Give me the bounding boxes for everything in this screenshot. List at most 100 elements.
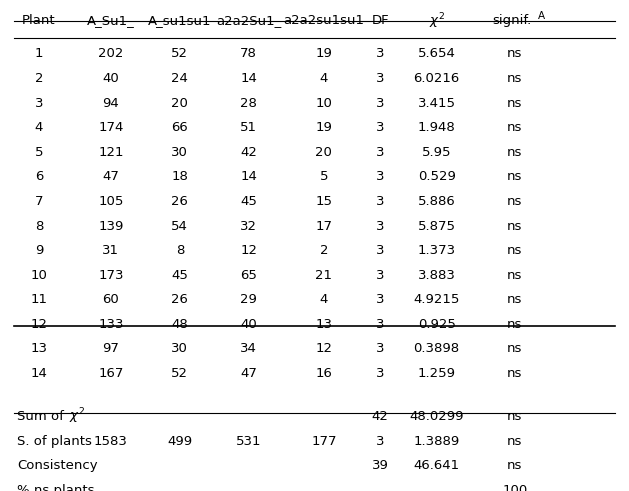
Text: 3: 3 [376, 146, 384, 159]
Text: 105: 105 [98, 195, 124, 208]
Text: 3: 3 [376, 318, 384, 331]
Text: 9: 9 [35, 244, 43, 257]
Text: 173: 173 [98, 269, 124, 282]
Text: ns: ns [507, 72, 523, 85]
Text: 15: 15 [315, 195, 332, 208]
Text: 6: 6 [35, 170, 43, 183]
Text: 3.415: 3.415 [418, 97, 455, 109]
Text: ns: ns [507, 459, 523, 472]
Text: 19: 19 [316, 121, 332, 134]
Text: 0.925: 0.925 [418, 318, 455, 331]
Text: 45: 45 [172, 269, 188, 282]
Text: 26: 26 [172, 293, 188, 306]
Text: 4: 4 [320, 293, 328, 306]
Text: 4.9215: 4.9215 [413, 293, 460, 306]
Text: 1.948: 1.948 [418, 121, 455, 134]
Text: 42: 42 [372, 410, 389, 423]
Text: 1: 1 [35, 48, 43, 60]
Text: ns: ns [507, 410, 523, 423]
Text: 47: 47 [103, 170, 120, 183]
Text: 100: 100 [503, 484, 528, 491]
Text: 19: 19 [316, 48, 332, 60]
Text: 5: 5 [35, 146, 43, 159]
Text: Sum of: Sum of [17, 410, 68, 423]
Text: 18: 18 [172, 170, 188, 183]
Text: 499: 499 [167, 435, 192, 448]
Text: 3: 3 [376, 97, 384, 109]
Text: 3: 3 [376, 48, 384, 60]
Text: 1583: 1583 [94, 435, 128, 448]
Text: ns: ns [507, 318, 523, 331]
Text: A_su1su1: A_su1su1 [148, 14, 211, 27]
Text: 3: 3 [376, 170, 384, 183]
Text: $\chi^2$: $\chi^2$ [428, 11, 445, 30]
Text: 10: 10 [316, 97, 332, 109]
Text: 94: 94 [103, 97, 120, 109]
Text: 1.259: 1.259 [418, 367, 455, 380]
Text: 14: 14 [31, 367, 47, 380]
Text: 3: 3 [376, 342, 384, 355]
Text: 13: 13 [30, 342, 47, 355]
Text: 3: 3 [376, 293, 384, 306]
Text: 42: 42 [240, 146, 257, 159]
Text: Plant: Plant [22, 14, 56, 27]
Text: 48: 48 [172, 318, 188, 331]
Text: ns: ns [507, 170, 523, 183]
Text: 1.3889: 1.3889 [413, 435, 460, 448]
Text: ns: ns [507, 342, 523, 355]
Text: 3: 3 [376, 219, 384, 233]
Text: 3: 3 [376, 244, 384, 257]
Text: ns: ns [507, 146, 523, 159]
Text: 12: 12 [240, 244, 257, 257]
Text: 66: 66 [172, 121, 188, 134]
Text: 3: 3 [35, 97, 43, 109]
Text: ns: ns [507, 435, 523, 448]
Text: a2a2Su1_: a2a2Su1_ [216, 14, 281, 27]
Text: 121: 121 [98, 146, 124, 159]
Text: ns: ns [507, 219, 523, 233]
Text: ns: ns [507, 367, 523, 380]
Text: 0.3898: 0.3898 [413, 342, 460, 355]
Text: 4: 4 [320, 72, 328, 85]
Text: 52: 52 [171, 367, 188, 380]
Text: 54: 54 [172, 219, 188, 233]
Text: 48.0299: 48.0299 [409, 410, 464, 423]
Text: ns: ns [507, 244, 523, 257]
Text: 30: 30 [172, 146, 188, 159]
Text: 8: 8 [35, 219, 43, 233]
Text: 3: 3 [376, 195, 384, 208]
Text: 40: 40 [103, 72, 120, 85]
Text: 531: 531 [236, 435, 262, 448]
Text: 40: 40 [240, 318, 257, 331]
Text: 0.529: 0.529 [418, 170, 455, 183]
Text: 3: 3 [376, 367, 384, 380]
Text: % ns plants: % ns plants [17, 484, 94, 491]
Text: 5.875: 5.875 [418, 219, 455, 233]
Text: $\chi^2$: $\chi^2$ [69, 407, 85, 426]
Text: 24: 24 [172, 72, 188, 85]
Text: 167: 167 [98, 367, 124, 380]
Text: 202: 202 [98, 48, 124, 60]
Text: 5.654: 5.654 [418, 48, 455, 60]
Text: 26: 26 [172, 195, 188, 208]
Text: 47: 47 [240, 367, 257, 380]
Text: 3: 3 [376, 72, 384, 85]
Text: 21: 21 [315, 269, 332, 282]
Text: 65: 65 [240, 269, 257, 282]
Text: 20: 20 [172, 97, 188, 109]
Text: 34: 34 [240, 342, 257, 355]
Text: 20: 20 [316, 146, 332, 159]
Text: 7: 7 [35, 195, 43, 208]
Text: 4: 4 [35, 121, 43, 134]
Text: 5: 5 [320, 170, 328, 183]
Text: 2: 2 [320, 244, 328, 257]
Text: 51: 51 [240, 121, 257, 134]
Text: 139: 139 [98, 219, 124, 233]
Text: 133: 133 [98, 318, 124, 331]
Text: 17: 17 [315, 219, 332, 233]
Text: 39: 39 [372, 459, 389, 472]
Text: DF: DF [372, 14, 389, 27]
Text: 5.95: 5.95 [422, 146, 452, 159]
Text: 3: 3 [376, 435, 384, 448]
Text: 13: 13 [315, 318, 332, 331]
